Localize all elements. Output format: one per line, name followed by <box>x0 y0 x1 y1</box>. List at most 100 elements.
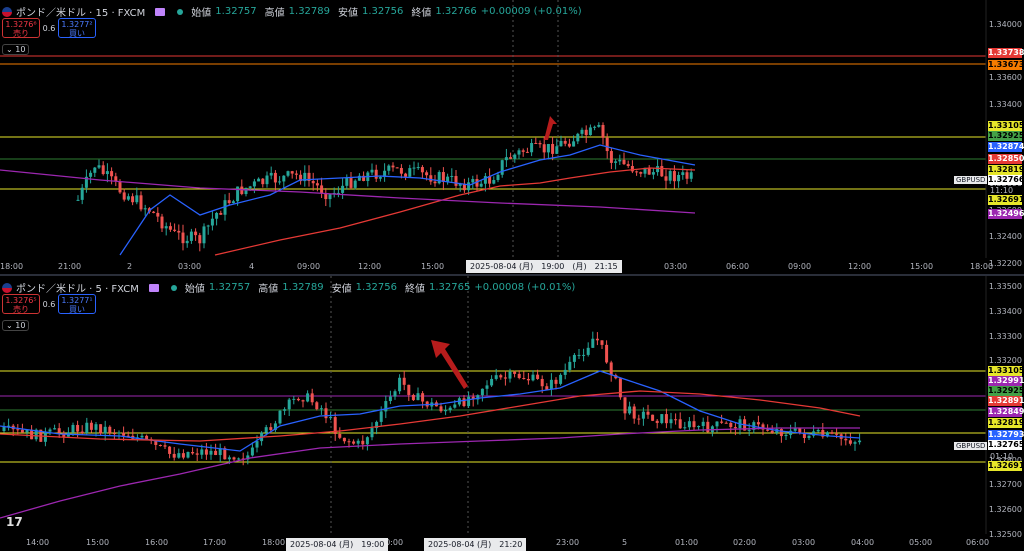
sell-button[interactable]: 1.3276⁵ 売り <box>2 294 40 314</box>
candle-body <box>328 194 332 200</box>
symbol-title[interactable]: ポンド／米ドル · 5 · FXCM <box>16 284 139 295</box>
candle-body <box>114 176 118 182</box>
candle-body <box>103 426 107 434</box>
candle-body <box>563 140 567 144</box>
candle-body <box>287 399 291 410</box>
candle-body <box>101 165 105 175</box>
candle-body <box>34 429 38 440</box>
candle-body <box>269 427 273 430</box>
candle-body <box>580 129 584 134</box>
time-tick-label: 04:00 <box>851 538 875 547</box>
buy-button[interactable]: 1.3277² 買い <box>58 18 96 38</box>
price-level-label: 1.32891 <box>988 396 1024 406</box>
price-level-label: 1.32766 <box>988 175 1024 185</box>
candle-body <box>503 377 507 379</box>
candle-body <box>526 378 530 381</box>
candle-body <box>830 432 834 434</box>
candle-body <box>177 230 181 233</box>
candle-body <box>623 397 627 414</box>
candle-body <box>131 196 135 203</box>
low-label: 安値 <box>338 8 359 19</box>
price-chart-15min[interactable] <box>0 0 1024 274</box>
candle-body <box>500 160 504 175</box>
tag-icon[interactable] <box>155 7 166 16</box>
candle-body <box>530 143 534 153</box>
candle-body <box>637 418 641 420</box>
tag-icon[interactable] <box>148 283 159 292</box>
price-chart-5min[interactable] <box>0 276 1024 551</box>
candle-body <box>173 229 177 231</box>
candle-body <box>513 154 517 159</box>
ma-blue-line <box>0 370 861 452</box>
candle-body <box>269 172 273 176</box>
candle-body <box>677 174 681 182</box>
candle-body <box>388 396 392 402</box>
candle-body <box>198 235 202 244</box>
candle-body <box>779 429 783 437</box>
time-tick-label: 23:00 <box>556 538 580 547</box>
time-tick-label: 15:00 <box>86 538 110 547</box>
candle-body <box>76 424 80 432</box>
candle-body <box>588 127 592 136</box>
candle-body <box>379 411 383 422</box>
candle-body <box>357 175 361 181</box>
close-label: 終値 <box>405 284 425 295</box>
candle-body <box>536 374 540 379</box>
sell-button[interactable]: 1.3276⁶ 売り <box>2 18 40 38</box>
candle-body <box>551 143 555 154</box>
candle-body <box>766 429 770 431</box>
candle-body <box>210 218 214 226</box>
candle-body <box>345 177 349 186</box>
chart-pane-15min[interactable]: ポンド／米ドル · 15 · FXCM 始値 1.32757 高値 1.32789 … <box>0 0 1024 274</box>
candle-body <box>301 400 305 402</box>
price-tick-label: 1.33300 <box>988 331 1022 341</box>
candle-body <box>338 433 342 438</box>
candle-body <box>441 172 445 182</box>
candle-body <box>215 212 219 219</box>
candle-body <box>283 409 287 411</box>
buy-button[interactable]: 1.3277¹ 買い <box>58 294 96 314</box>
indicator-collapse-button[interactable]: ⌄ 10 <box>2 320 30 331</box>
time-tick-label: 4 <box>249 262 255 271</box>
candle-body <box>310 393 314 403</box>
tradingview-logo[interactable]: 17 <box>6 515 23 529</box>
candle-body <box>250 447 254 456</box>
candle-body <box>697 426 701 428</box>
candle-body <box>89 172 93 177</box>
symbol-header: ポンド／米ドル · 5 · FXCM 始値 1.32757 高値 1.32789 安… <box>2 280 575 295</box>
price-level-label: 1.33105 <box>988 366 1024 376</box>
candle-body <box>160 216 164 229</box>
candle-body <box>496 174 500 181</box>
candle-body <box>609 151 613 163</box>
candle-body <box>163 445 167 447</box>
candle-body <box>559 140 563 147</box>
price-level-label: 1.32925 <box>988 131 1024 141</box>
candle-body <box>189 231 193 241</box>
candle-body <box>294 173 298 175</box>
candle-body <box>433 181 437 184</box>
candle-body <box>143 208 147 210</box>
candle-body <box>668 171 672 181</box>
candle-body <box>145 435 149 440</box>
pane-divider[interactable] <box>0 274 1024 276</box>
chart-pane-5min[interactable]: ポンド／米ドル · 5 · FXCM 始値 1.32757 高値 1.32789 安… <box>0 276 1024 551</box>
price-tick-label: 1.32700 <box>988 480 1022 490</box>
candle-body <box>384 401 388 412</box>
candle-body <box>635 171 639 173</box>
time-tick-label: 21:00 <box>58 262 82 271</box>
symbol-title[interactable]: ポンド／米ドル · 15 · FXCM <box>16 8 146 19</box>
candle-body <box>490 378 494 386</box>
candle-body <box>683 427 687 429</box>
candle-body <box>261 178 265 185</box>
indicator-collapse-button[interactable]: ⌄ 10 <box>2 44 30 55</box>
price-tick-label: 1.32800 <box>989 456 1022 465</box>
candle-body <box>761 424 765 430</box>
candle-body <box>255 441 259 448</box>
candle-body <box>858 440 862 443</box>
trade-panel: 1.3276⁶ 売り 0.6 1.3277² 買い <box>2 18 96 38</box>
candle-body <box>110 171 114 177</box>
candle-body <box>798 428 802 434</box>
candle-body <box>848 440 852 444</box>
candle-body <box>639 172 643 174</box>
candle-body <box>525 151 529 153</box>
